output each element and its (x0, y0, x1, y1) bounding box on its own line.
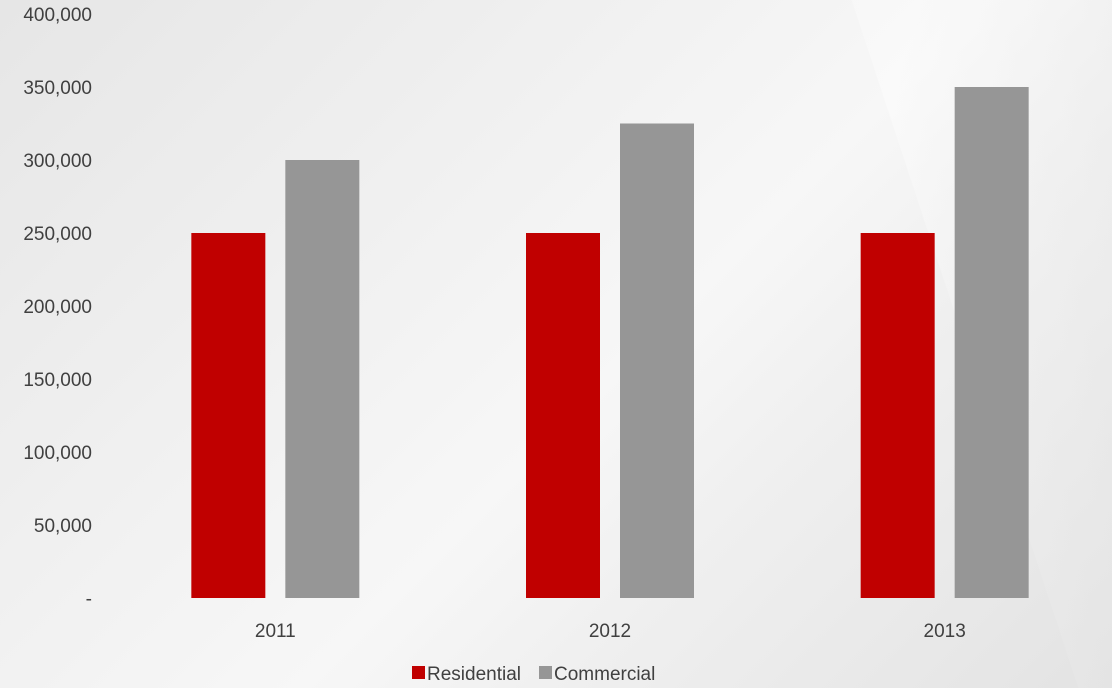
bar-commercial-2013 (954, 87, 1029, 598)
plot-area (191, 87, 1029, 598)
y-tick-label: 200,000 (23, 297, 92, 318)
y-tick-label: 150,000 (23, 370, 92, 391)
bar-residential-2011 (191, 233, 266, 598)
y-tick-label: 400,000 (23, 5, 92, 26)
bar-residential-2012 (526, 233, 600, 598)
y-axis: - 50,000 100,000 150,000 200,000 250,000 300,0… (23, 5, 92, 610)
x-axis: 2011 2012 2013 (255, 621, 966, 642)
y-tick-label: - (86, 589, 92, 610)
legend-swatch-commercial (539, 666, 552, 679)
legend-swatch-residential (412, 666, 425, 679)
x-tick-label: 2013 (924, 621, 966, 642)
y-tick-label: 300,000 (23, 151, 92, 172)
y-tick-label: 350,000 (23, 78, 92, 99)
legend-label-residential: Residential (427, 664, 521, 685)
bar-residential-2013 (860, 233, 935, 598)
x-tick-label: 2011 (255, 621, 296, 642)
bar-commercial-2012 (620, 123, 694, 598)
y-tick-label: 100,000 (23, 443, 92, 464)
legend: Residential Commercial (412, 664, 655, 685)
y-tick-label: 50,000 (34, 516, 92, 537)
y-tick-label: 250,000 (23, 224, 92, 245)
legend-label-commercial: Commercial (554, 664, 655, 685)
x-tick-label: 2012 (589, 621, 631, 642)
bar-commercial-2011 (285, 160, 360, 598)
